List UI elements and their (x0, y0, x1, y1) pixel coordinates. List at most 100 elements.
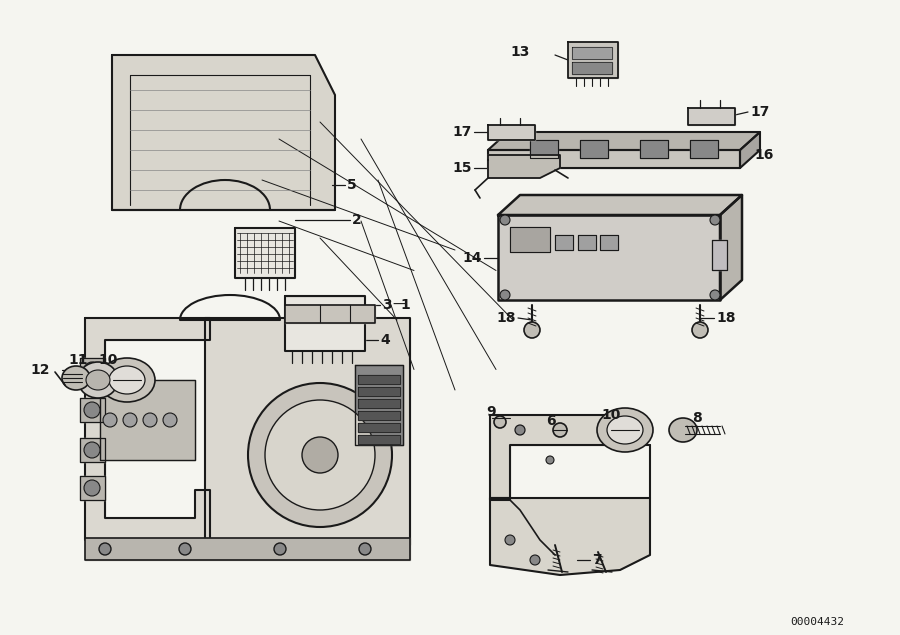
Polygon shape (80, 476, 105, 500)
Text: 4: 4 (380, 333, 390, 347)
Polygon shape (572, 62, 612, 74)
Circle shape (515, 425, 525, 435)
Ellipse shape (86, 370, 110, 390)
Circle shape (265, 400, 375, 510)
Text: 10: 10 (601, 408, 621, 422)
Polygon shape (712, 240, 727, 270)
Polygon shape (578, 235, 596, 250)
Circle shape (179, 543, 191, 555)
Circle shape (500, 290, 510, 300)
Text: 15: 15 (453, 161, 472, 175)
Polygon shape (358, 435, 400, 444)
Polygon shape (688, 108, 735, 125)
Polygon shape (530, 140, 558, 158)
Polygon shape (488, 150, 740, 168)
Circle shape (692, 322, 708, 338)
Polygon shape (740, 132, 760, 168)
Circle shape (710, 215, 720, 225)
Polygon shape (358, 399, 400, 408)
Circle shape (553, 423, 567, 437)
Polygon shape (498, 195, 742, 215)
Ellipse shape (99, 358, 155, 402)
Polygon shape (100, 380, 195, 460)
Circle shape (84, 362, 100, 378)
Text: 7: 7 (592, 553, 601, 567)
Polygon shape (358, 387, 400, 396)
Circle shape (524, 322, 540, 338)
Polygon shape (355, 365, 403, 445)
Ellipse shape (669, 418, 697, 442)
Circle shape (500, 215, 510, 225)
Text: 8: 8 (692, 411, 702, 425)
Text: 5: 5 (347, 178, 356, 192)
Polygon shape (600, 235, 618, 250)
Ellipse shape (62, 366, 90, 390)
Polygon shape (285, 305, 375, 323)
Circle shape (123, 413, 137, 427)
Ellipse shape (109, 366, 145, 394)
Polygon shape (498, 215, 720, 300)
Polygon shape (80, 398, 105, 422)
Polygon shape (720, 195, 742, 300)
Text: 17: 17 (750, 105, 770, 119)
Polygon shape (488, 155, 560, 178)
Polygon shape (358, 375, 400, 384)
Polygon shape (640, 140, 668, 158)
Text: 12: 12 (31, 363, 50, 377)
Polygon shape (85, 538, 410, 560)
Polygon shape (580, 140, 608, 158)
Text: 11: 11 (68, 353, 88, 367)
Circle shape (248, 383, 392, 527)
Circle shape (359, 543, 371, 555)
Ellipse shape (607, 416, 643, 444)
Circle shape (84, 480, 100, 496)
Circle shape (494, 416, 506, 428)
Text: 00004432: 00004432 (790, 617, 844, 627)
Polygon shape (488, 132, 760, 150)
Polygon shape (568, 42, 618, 78)
Polygon shape (690, 140, 718, 158)
Circle shape (103, 413, 117, 427)
Ellipse shape (597, 408, 653, 452)
Polygon shape (510, 227, 550, 252)
Text: 14: 14 (463, 251, 482, 265)
Text: 3: 3 (382, 298, 392, 312)
Polygon shape (358, 423, 400, 432)
Polygon shape (572, 47, 612, 59)
Polygon shape (235, 228, 295, 278)
Circle shape (302, 437, 338, 473)
Polygon shape (490, 415, 630, 500)
Circle shape (99, 543, 111, 555)
Text: 16: 16 (754, 148, 773, 162)
Text: 10: 10 (99, 353, 118, 367)
Text: 9: 9 (486, 405, 496, 419)
Polygon shape (80, 358, 105, 382)
Text: 1: 1 (400, 298, 410, 312)
Circle shape (274, 543, 286, 555)
Circle shape (710, 290, 720, 300)
Circle shape (143, 413, 157, 427)
Polygon shape (488, 125, 535, 140)
Text: 6: 6 (546, 414, 556, 428)
Polygon shape (80, 438, 105, 462)
Circle shape (505, 535, 515, 545)
Text: 13: 13 (510, 45, 530, 59)
Text: 18: 18 (497, 311, 516, 325)
Polygon shape (85, 318, 210, 540)
Polygon shape (555, 235, 573, 250)
Ellipse shape (78, 362, 118, 398)
Polygon shape (205, 318, 410, 545)
Text: 2: 2 (352, 213, 362, 227)
Circle shape (84, 442, 100, 458)
Polygon shape (358, 411, 400, 420)
Polygon shape (112, 55, 335, 210)
Polygon shape (285, 296, 365, 351)
Text: 18: 18 (716, 311, 735, 325)
Circle shape (163, 413, 177, 427)
Circle shape (546, 456, 554, 464)
Circle shape (530, 555, 540, 565)
Text: 17: 17 (453, 125, 472, 139)
Circle shape (84, 402, 100, 418)
Text: —: — (392, 298, 406, 312)
Polygon shape (490, 498, 650, 575)
